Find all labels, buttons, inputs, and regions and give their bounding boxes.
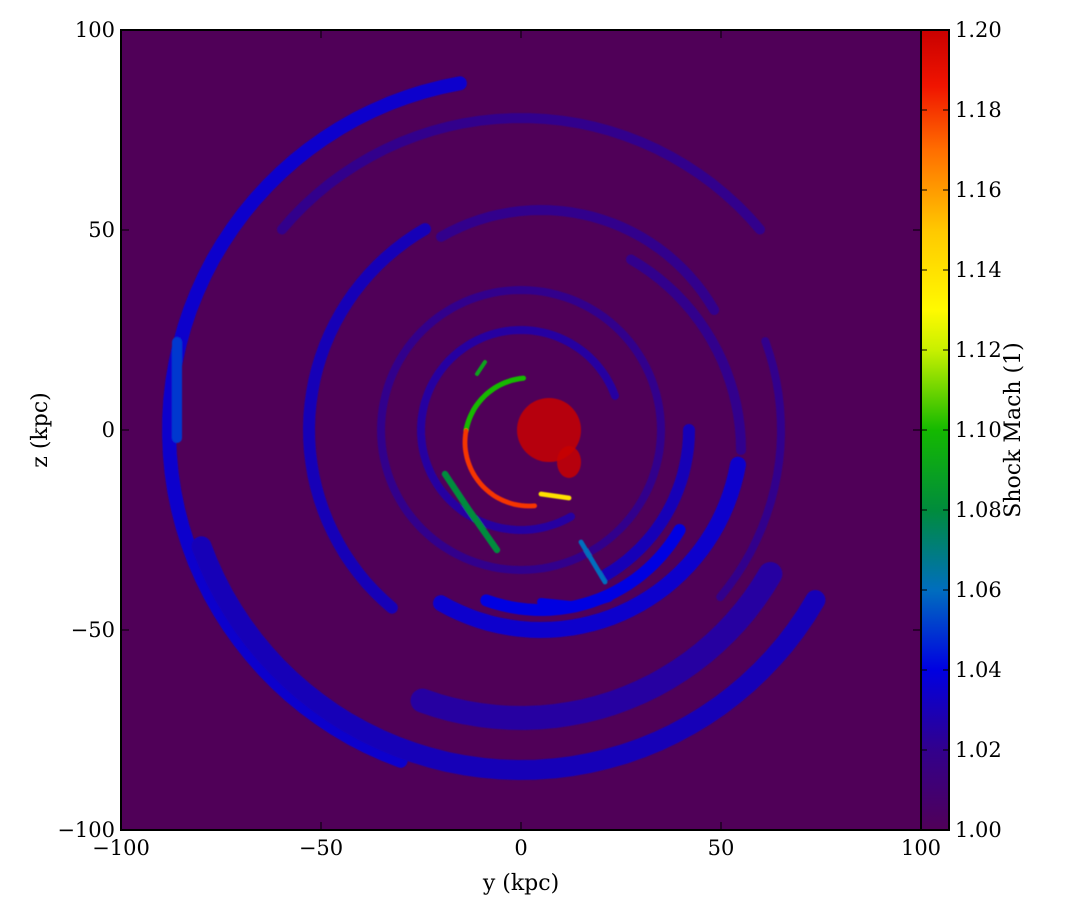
colorbar-tick-label: 1.20 bbox=[955, 18, 1002, 42]
colorbar-tick-label: 1.08 bbox=[955, 498, 1002, 522]
y-axis-label: z (kpc) bbox=[28, 392, 53, 468]
y-axis: −100 −50 0 50 100 bbox=[57, 18, 921, 842]
shock-arc-19 bbox=[462, 428, 537, 509]
shock-arc-5 bbox=[303, 223, 431, 614]
y-tick-label: −50 bbox=[71, 618, 115, 642]
shock-line-14 bbox=[441, 470, 501, 554]
x-tick-label: 100 bbox=[901, 836, 941, 860]
y-tick-label: −100 bbox=[57, 818, 115, 842]
x-tick-label: −50 bbox=[299, 836, 343, 860]
shock-features bbox=[162, 76, 826, 780]
x-axis-label: y (kpc) bbox=[482, 871, 559, 896]
colorbar-tick-label: 1.04 bbox=[955, 658, 1002, 682]
shock-arc-9 bbox=[377, 286, 665, 574]
shock-arc-18 bbox=[463, 375, 527, 434]
shock-line-15 bbox=[475, 360, 487, 376]
shock-arc-4 bbox=[410, 562, 783, 730]
colorbar: 1.00 1.02 1.04 1.06 1.08 1.10 1.12 1.14 1.16 1.18… bbox=[920, 18, 1026, 842]
colorbar-tick-label: 1.06 bbox=[955, 578, 1002, 602]
colorbar-tick-label: 1.18 bbox=[955, 98, 1002, 122]
x-axis: −100 −50 0 50 100 bbox=[92, 30, 941, 860]
shock-blob-22 bbox=[557, 446, 581, 478]
colorbar-tick-label: 1.14 bbox=[955, 258, 1002, 282]
colorbar-tick-label: 1.16 bbox=[955, 178, 1002, 202]
y-tick-label: 50 bbox=[88, 218, 115, 242]
shock-arc-7 bbox=[433, 456, 746, 638]
x-tick-label: 50 bbox=[708, 836, 735, 860]
shock-arc-6 bbox=[436, 205, 720, 315]
shock-line-17 bbox=[537, 594, 613, 610]
shock-line-20 bbox=[538, 491, 572, 501]
colorbar-ticks: 1.00 1.02 1.04 1.06 1.08 1.10 1.12 1.14 1.16 1.18… bbox=[921, 18, 1002, 842]
colorbar-tick-label: 1.10 bbox=[955, 418, 1002, 442]
shock-line-16 bbox=[578, 539, 608, 585]
shock-blob-21 bbox=[517, 398, 581, 462]
colorbar-tick-label: 1.00 bbox=[955, 818, 1002, 842]
x-tick-label: −100 bbox=[92, 836, 150, 860]
shock-arc-0 bbox=[162, 76, 467, 768]
colorbar-label: Shock Mach (1) bbox=[1001, 342, 1026, 517]
shock-arc-13 bbox=[716, 337, 785, 602]
y-tick-label: 0 bbox=[102, 418, 115, 442]
x-tick-label: 0 bbox=[514, 836, 527, 860]
colorbar-tick-label: 1.12 bbox=[955, 338, 1002, 362]
shock-arc-12 bbox=[626, 254, 746, 455]
shock-arc-2 bbox=[277, 113, 765, 235]
plot-area bbox=[120, 29, 922, 831]
shock-arc-10 bbox=[417, 326, 619, 534]
shock-arc-11 bbox=[599, 424, 695, 582]
y-tick-label: 100 bbox=[75, 18, 115, 42]
shock-arc-3 bbox=[191, 536, 826, 780]
colorbar-tick-label: 1.02 bbox=[955, 738, 1002, 762]
